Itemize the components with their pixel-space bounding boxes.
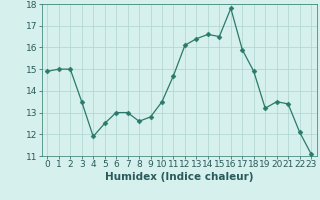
X-axis label: Humidex (Indice chaleur): Humidex (Indice chaleur) [105, 172, 253, 182]
